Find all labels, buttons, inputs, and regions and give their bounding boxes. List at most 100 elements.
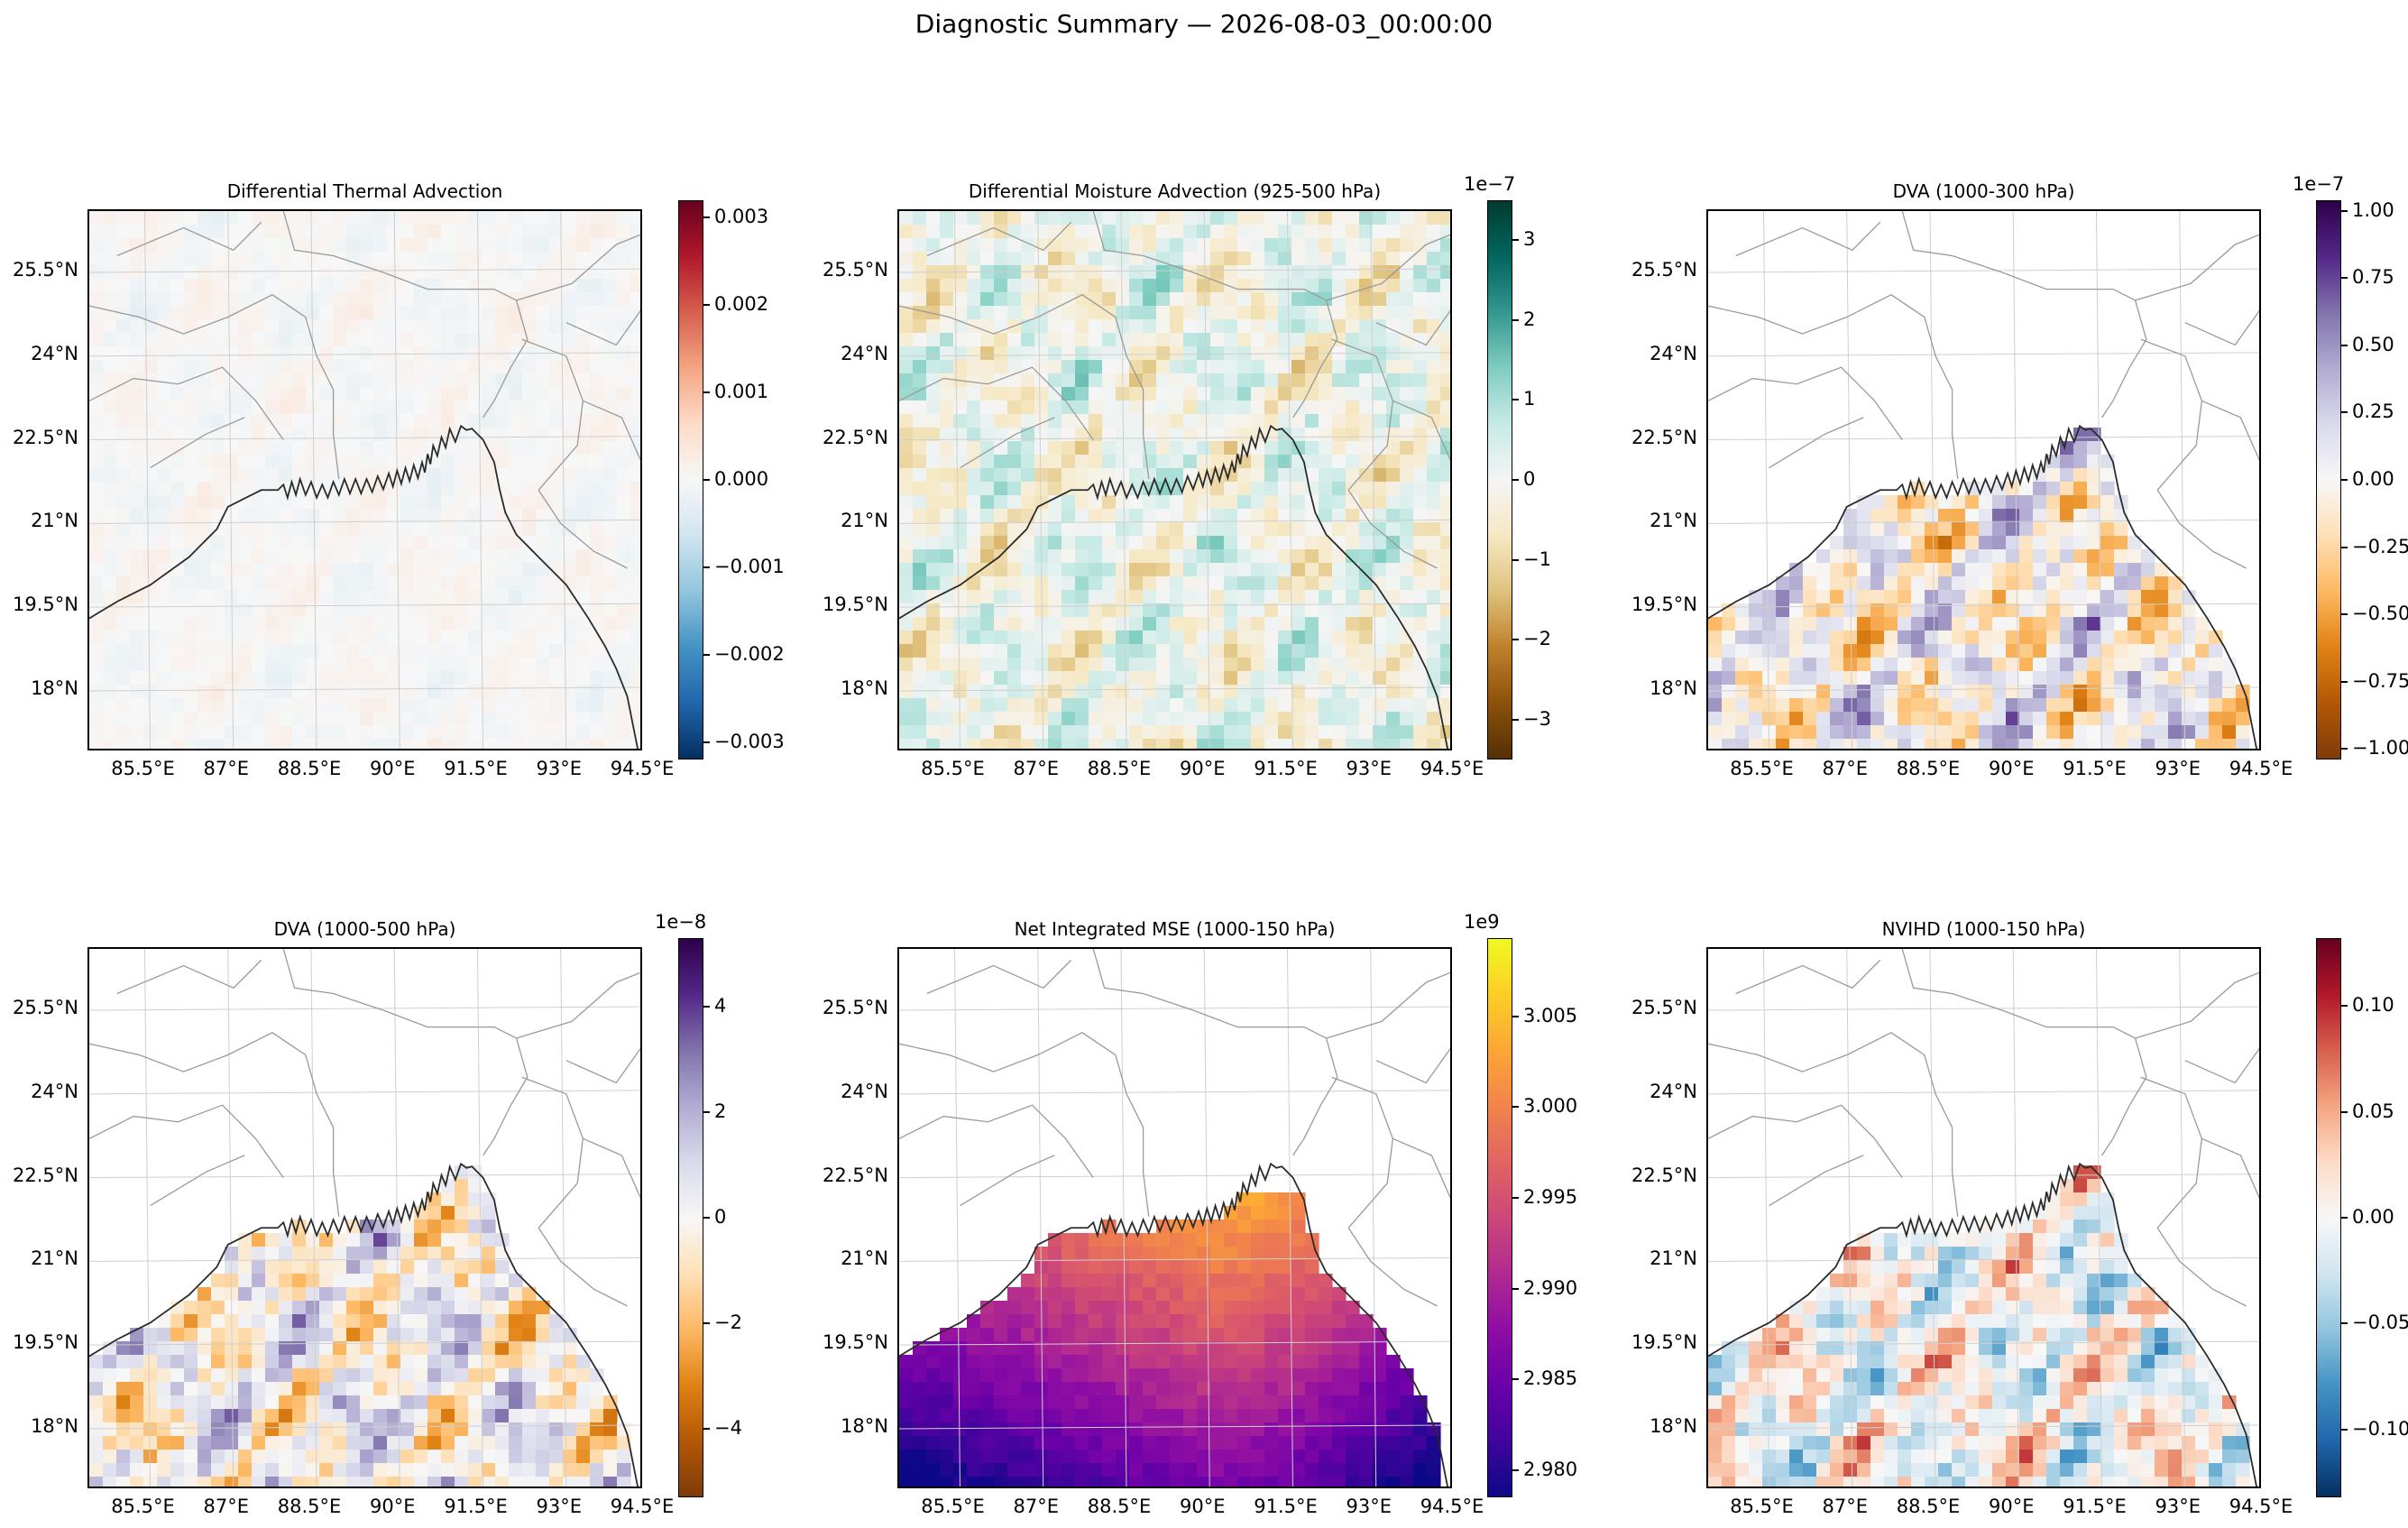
colorbar-tick-label: 0.001 (714, 381, 769, 403)
lon-tick-label: 90°E (370, 1496, 416, 1517)
admin-border (483, 299, 528, 419)
lon-tick-label: 85.5°E (1730, 1496, 1794, 1517)
colorbar (678, 200, 703, 759)
admin-border (150, 1155, 245, 1207)
admin-border (282, 211, 517, 301)
colorbar-tick-label: −4 (714, 1416, 742, 1439)
lon-tick-label: 90°E (1989, 758, 2035, 779)
lon-tick-label: 93°E (536, 1496, 583, 1517)
lon-tick-label: 87°E (203, 1496, 250, 1517)
coastline (899, 1162, 1448, 1487)
admin-border (2101, 1037, 2147, 1156)
lon-tick-label: 85.5°E (111, 1496, 175, 1517)
colorbar-tick-mark (703, 1217, 710, 1219)
lat-tick-label: 25.5°N (1631, 997, 1697, 1019)
lon-tick-label: 90°E (1180, 1496, 1226, 1517)
colorbar-tick-label: 0.000 (714, 468, 769, 490)
colorbar-tick-mark (1512, 639, 1519, 641)
coastline (1708, 1162, 2257, 1487)
admin-border (1092, 949, 1327, 1039)
lon-tick-label: 87°E (203, 758, 250, 779)
admin-border (1115, 1054, 1150, 1217)
lat-tick-label: 19.5°N (13, 594, 78, 616)
lon-tick-label: 88.5°E (1087, 758, 1152, 779)
colorbar-exponent: 1e−8 (655, 911, 707, 933)
lat-tick-label: 22.5°N (13, 426, 78, 448)
lon-tick-label: 91.5°E (2063, 758, 2127, 779)
admin-border (282, 949, 517, 1039)
admin-border (926, 221, 1072, 257)
colorbar-tick-label: −2 (1523, 628, 1551, 650)
colorbar-tick-label: 0.05 (2352, 1100, 2394, 1122)
lat-tick-label: 21°N (1650, 510, 1697, 532)
lon-tick-label: 87°E (1822, 1496, 1869, 1517)
admin-border (89, 366, 284, 440)
colorbar-tick-label: −0.25 (2352, 535, 2408, 557)
admin-border (2201, 1137, 2259, 1200)
lon-tick-label: 93°E (1346, 758, 1392, 779)
coastline (89, 1162, 639, 1487)
admin-border (1347, 1227, 1438, 1307)
gridlines (89, 949, 640, 1487)
map-svg (899, 211, 1450, 749)
colorbar-tick-label: 0.002 (714, 293, 769, 316)
admin-border (960, 1155, 1055, 1207)
admin-border (1901, 211, 2136, 301)
lat-tick-label: 24°N (31, 1080, 78, 1102)
lon-tick-label: 93°E (2155, 758, 2201, 779)
lat-tick-label: 22.5°N (1631, 1164, 1697, 1186)
colorbar-tick-mark (2341, 1322, 2348, 1325)
map-area (1706, 947, 2261, 1488)
colorbar-tick-label: 0.75 (2352, 266, 2394, 289)
lat-tick-label: 24°N (841, 1080, 888, 1102)
colorbar-tick-mark (703, 1111, 710, 1114)
map-area (87, 947, 642, 1488)
colorbar (678, 938, 703, 1497)
admin-border (960, 417, 1055, 469)
lat-tick-label: 22.5°N (823, 426, 888, 448)
admin-border (1331, 1076, 1394, 1229)
lon-tick-label: 94.5°E (2229, 758, 2293, 779)
lon-tick-label: 91.5°E (444, 758, 508, 779)
colorbar-tick-mark (703, 479, 710, 481)
lat-tick-label: 22.5°N (13, 1164, 78, 1186)
lat-tick-label: 19.5°N (823, 1331, 888, 1354)
colorbar-tick-label: 0 (1523, 468, 1536, 490)
admin-border (89, 1032, 307, 1072)
lat-tick-label: 18°N (841, 677, 888, 699)
admin-border (2135, 234, 2259, 301)
lat-tick-label: 19.5°N (1631, 594, 1697, 616)
panel-title: Net Integrated MSE (1000-150 hPa) (1014, 918, 1336, 940)
lon-tick-label: 88.5°E (277, 758, 342, 779)
admin-border (1375, 1047, 1450, 1084)
admin-border (1292, 1037, 1338, 1156)
lat-tick-label: 25.5°N (1631, 259, 1697, 281)
colorbar-tick-label: 2.990 (1523, 1276, 1578, 1299)
lon-tick-label: 94.5°E (1420, 758, 1484, 779)
colorbar-tick-label: 1.00 (2352, 198, 2394, 221)
colorbar-tick-mark (703, 741, 710, 743)
gridlines (89, 211, 640, 749)
admin-border (1769, 417, 1864, 469)
lat-tick-label: 19.5°N (13, 1331, 78, 1354)
colorbar-tick-label: 0 (714, 1206, 727, 1228)
colorbar-tick-mark (2341, 344, 2348, 346)
colorbar-tick-mark (2341, 680, 2348, 683)
lon-tick-label: 88.5°E (277, 1496, 342, 1517)
colorbar-tick-label: −0.002 (714, 642, 785, 665)
admin-border (1331, 338, 1394, 491)
field-cells (89, 1165, 631, 1487)
admin-border (521, 338, 584, 491)
admin-border (2156, 1227, 2247, 1307)
admin-border (2156, 489, 2247, 569)
lon-tick-label: 91.5°E (444, 1496, 508, 1517)
admin-border (583, 400, 640, 462)
lon-tick-label: 87°E (1013, 758, 1060, 779)
lon-tick-label: 94.5°E (610, 1496, 675, 1517)
lat-tick-label: 25.5°N (13, 259, 78, 281)
coastline (89, 424, 639, 749)
lon-tick-label: 85.5°E (921, 758, 985, 779)
colorbar-tick-mark (2341, 277, 2348, 280)
admin-border (2184, 1047, 2259, 1084)
admin-border (483, 1037, 528, 1156)
